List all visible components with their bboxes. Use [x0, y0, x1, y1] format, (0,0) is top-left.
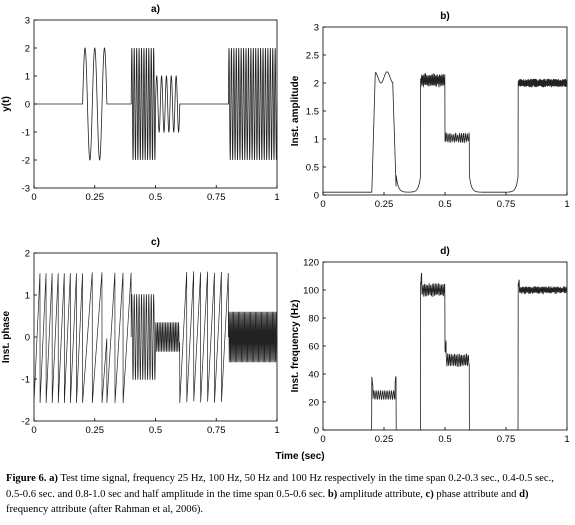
y-tick-label: 1.5 — [306, 107, 319, 118]
panel-title: c) — [151, 237, 160, 248]
caption-part-b-text: amplitude attribute, — [337, 488, 426, 500]
y-tick-label: 3 — [25, 16, 30, 27]
x-tick-label: 0.25 — [86, 425, 105, 436]
series-line — [323, 272, 568, 431]
y-tick-label: 1 — [25, 72, 30, 83]
y-axis-label: Inst. amplitude — [290, 75, 301, 146]
caption-part-b-label: b) — [327, 488, 338, 500]
x-tick-label: 0 — [31, 192, 36, 203]
y-tick-label: 3 — [314, 23, 319, 34]
x-tick-label: 0.5 — [438, 199, 451, 210]
x-tick-label: 0.75 — [207, 425, 226, 436]
caption-part-d-text: frequency attribute (after Rahman et al,… — [6, 504, 204, 515]
y-tick-label: 20 — [308, 398, 319, 409]
y-tick-label: 0 — [25, 333, 30, 344]
panel-title: a) — [151, 4, 160, 15]
caption-part-c-label: c) — [425, 488, 434, 500]
chart-panel-2: 0 0.25 0.5 0.75 1 -2 -1 0 1 2 c) Inst. phase — [1, 237, 280, 436]
x-tick-label: 0.25 — [375, 434, 394, 445]
y-tick-label: 1 — [314, 135, 319, 146]
y-tick-label: 0 — [314, 191, 319, 202]
x-tick-label: 0.5 — [149, 425, 162, 436]
caption-part-a-text: Test time signal, frequency 25 Hz, 100 H… — [6, 473, 554, 500]
chart-panel-0: 0 0.25 0.5 0.75 1 -3 -2 -1 0 1 2 3 a) y(t) — [1, 4, 280, 203]
series-line — [34, 47, 278, 161]
y-tick-label: -2 — [22, 156, 30, 167]
y-tick-label: 120 — [303, 258, 319, 269]
y-tick-label: 40 — [308, 370, 319, 381]
x-tick-label: 1 — [274, 425, 279, 436]
y-tick-label: 80 — [308, 314, 319, 325]
series-line — [33, 271, 278, 403]
series-line — [323, 71, 568, 193]
chart-panel-1: 0 0.25 0.5 0.75 1 0 0.5 1 1.5 2 2.5 3 b) Inst. amplit… — [290, 11, 570, 210]
y-tick-label: 0 — [314, 426, 319, 437]
y-tick-label: 2 — [25, 44, 30, 55]
x-tick-label: 0.5 — [438, 434, 451, 445]
panel-title: b) — [440, 11, 449, 22]
y-tick-label: -1 — [22, 375, 30, 386]
y-tick-label: 2 — [25, 249, 30, 260]
x-tick-label: 1 — [564, 199, 569, 210]
y-tick-label: -2 — [22, 417, 30, 428]
x-tick-label: 0 — [31, 425, 36, 436]
x-tick-label: 1 — [274, 192, 279, 203]
y-tick-label: 100 — [303, 286, 319, 297]
y-tick-label: 2.5 — [306, 51, 319, 62]
y-axis-label: Inst. frequency (Hz) — [290, 300, 301, 393]
figure-caption: Figure 6. a) Test time signal, frequency… — [6, 471, 572, 518]
figure: 0 0.25 0.5 0.75 1 -3 -2 -1 0 1 2 3 a) y(t) 0 0.25 0.5 0.7… — [1, 4, 570, 462]
y-tick-label: 0 — [25, 100, 30, 111]
x-tick-label: 0 — [320, 434, 325, 445]
caption-part-a-label: a) — [49, 473, 58, 484]
caption-part-d-label: d) — [519, 488, 529, 500]
x-tick-label: 1 — [564, 434, 569, 445]
x-tick-label: 0.25 — [86, 192, 105, 203]
y-tick-label: 1 — [25, 291, 30, 302]
caption-part-c-text: phase attribute and — [433, 488, 520, 500]
x-tick-label: 0.5 — [149, 192, 162, 203]
chart-panel-3: 0 0.25 0.5 0.75 1 0 20 40 60 80 100 120 d) Inst. freq… — [290, 246, 570, 445]
y-axis-label: Inst. phase — [1, 310, 12, 363]
y-tick-label: 0.5 — [306, 163, 319, 174]
x-tick-label: 0.75 — [207, 192, 226, 203]
y-axis-label: y(t) — [1, 96, 12, 112]
y-tick-label: 60 — [308, 342, 319, 353]
y-tick-label: -3 — [22, 184, 30, 195]
x-tick-label: 0 — [320, 199, 325, 210]
y-tick-label: -1 — [22, 128, 30, 139]
x-tick-label: 0.75 — [497, 434, 516, 445]
x-tick-label: 0.75 — [497, 199, 516, 210]
x-axis-label: Time (sec) — [275, 451, 324, 462]
x-tick-label: 0.25 — [375, 199, 394, 210]
y-tick-label: 2 — [314, 79, 319, 90]
caption-fig-label: Figure 6. — [6, 473, 47, 484]
panel-title: d) — [440, 246, 449, 257]
